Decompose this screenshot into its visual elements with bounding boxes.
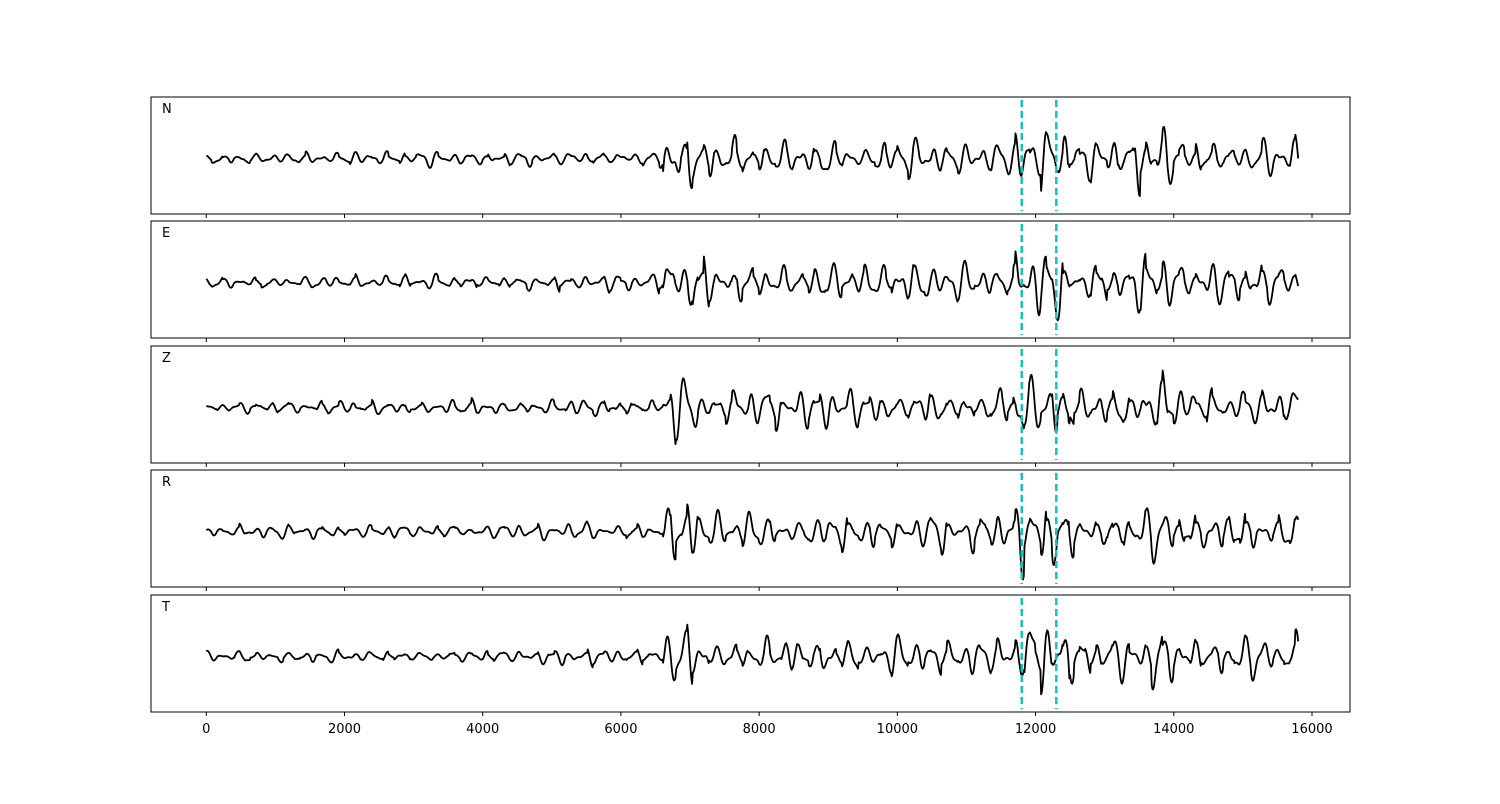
x-tick-label: 0 xyxy=(202,722,210,737)
x-tick-label: 14000 xyxy=(1153,722,1194,737)
channel-label-z: Z xyxy=(162,351,171,366)
channel-label-e: E xyxy=(162,226,170,241)
panel-frame-e xyxy=(150,220,1351,339)
channel-label-t: T xyxy=(161,600,170,615)
channel-label-n: N xyxy=(162,102,172,117)
trace-e xyxy=(205,250,1300,322)
x-tick-label: 8000 xyxy=(743,722,776,737)
trace-z xyxy=(206,369,1299,446)
panel-frame-n xyxy=(150,96,1351,215)
x-tick-label: 16000 xyxy=(1291,722,1332,737)
x-tick-label: 10000 xyxy=(877,722,918,737)
channel-label-r: R xyxy=(162,475,171,490)
panel-frame-t xyxy=(150,594,1351,713)
x-tick-label: 2000 xyxy=(328,722,361,737)
x-tick-label: 6000 xyxy=(604,722,637,737)
panel-frame-z xyxy=(150,345,1351,464)
x-tick-label: 12000 xyxy=(1015,722,1056,737)
x-tick-label: 4000 xyxy=(466,722,499,737)
panel-frame-r xyxy=(150,469,1351,588)
trace-t xyxy=(205,623,1300,696)
trace-r xyxy=(205,503,1300,581)
trace-n xyxy=(206,126,1300,197)
